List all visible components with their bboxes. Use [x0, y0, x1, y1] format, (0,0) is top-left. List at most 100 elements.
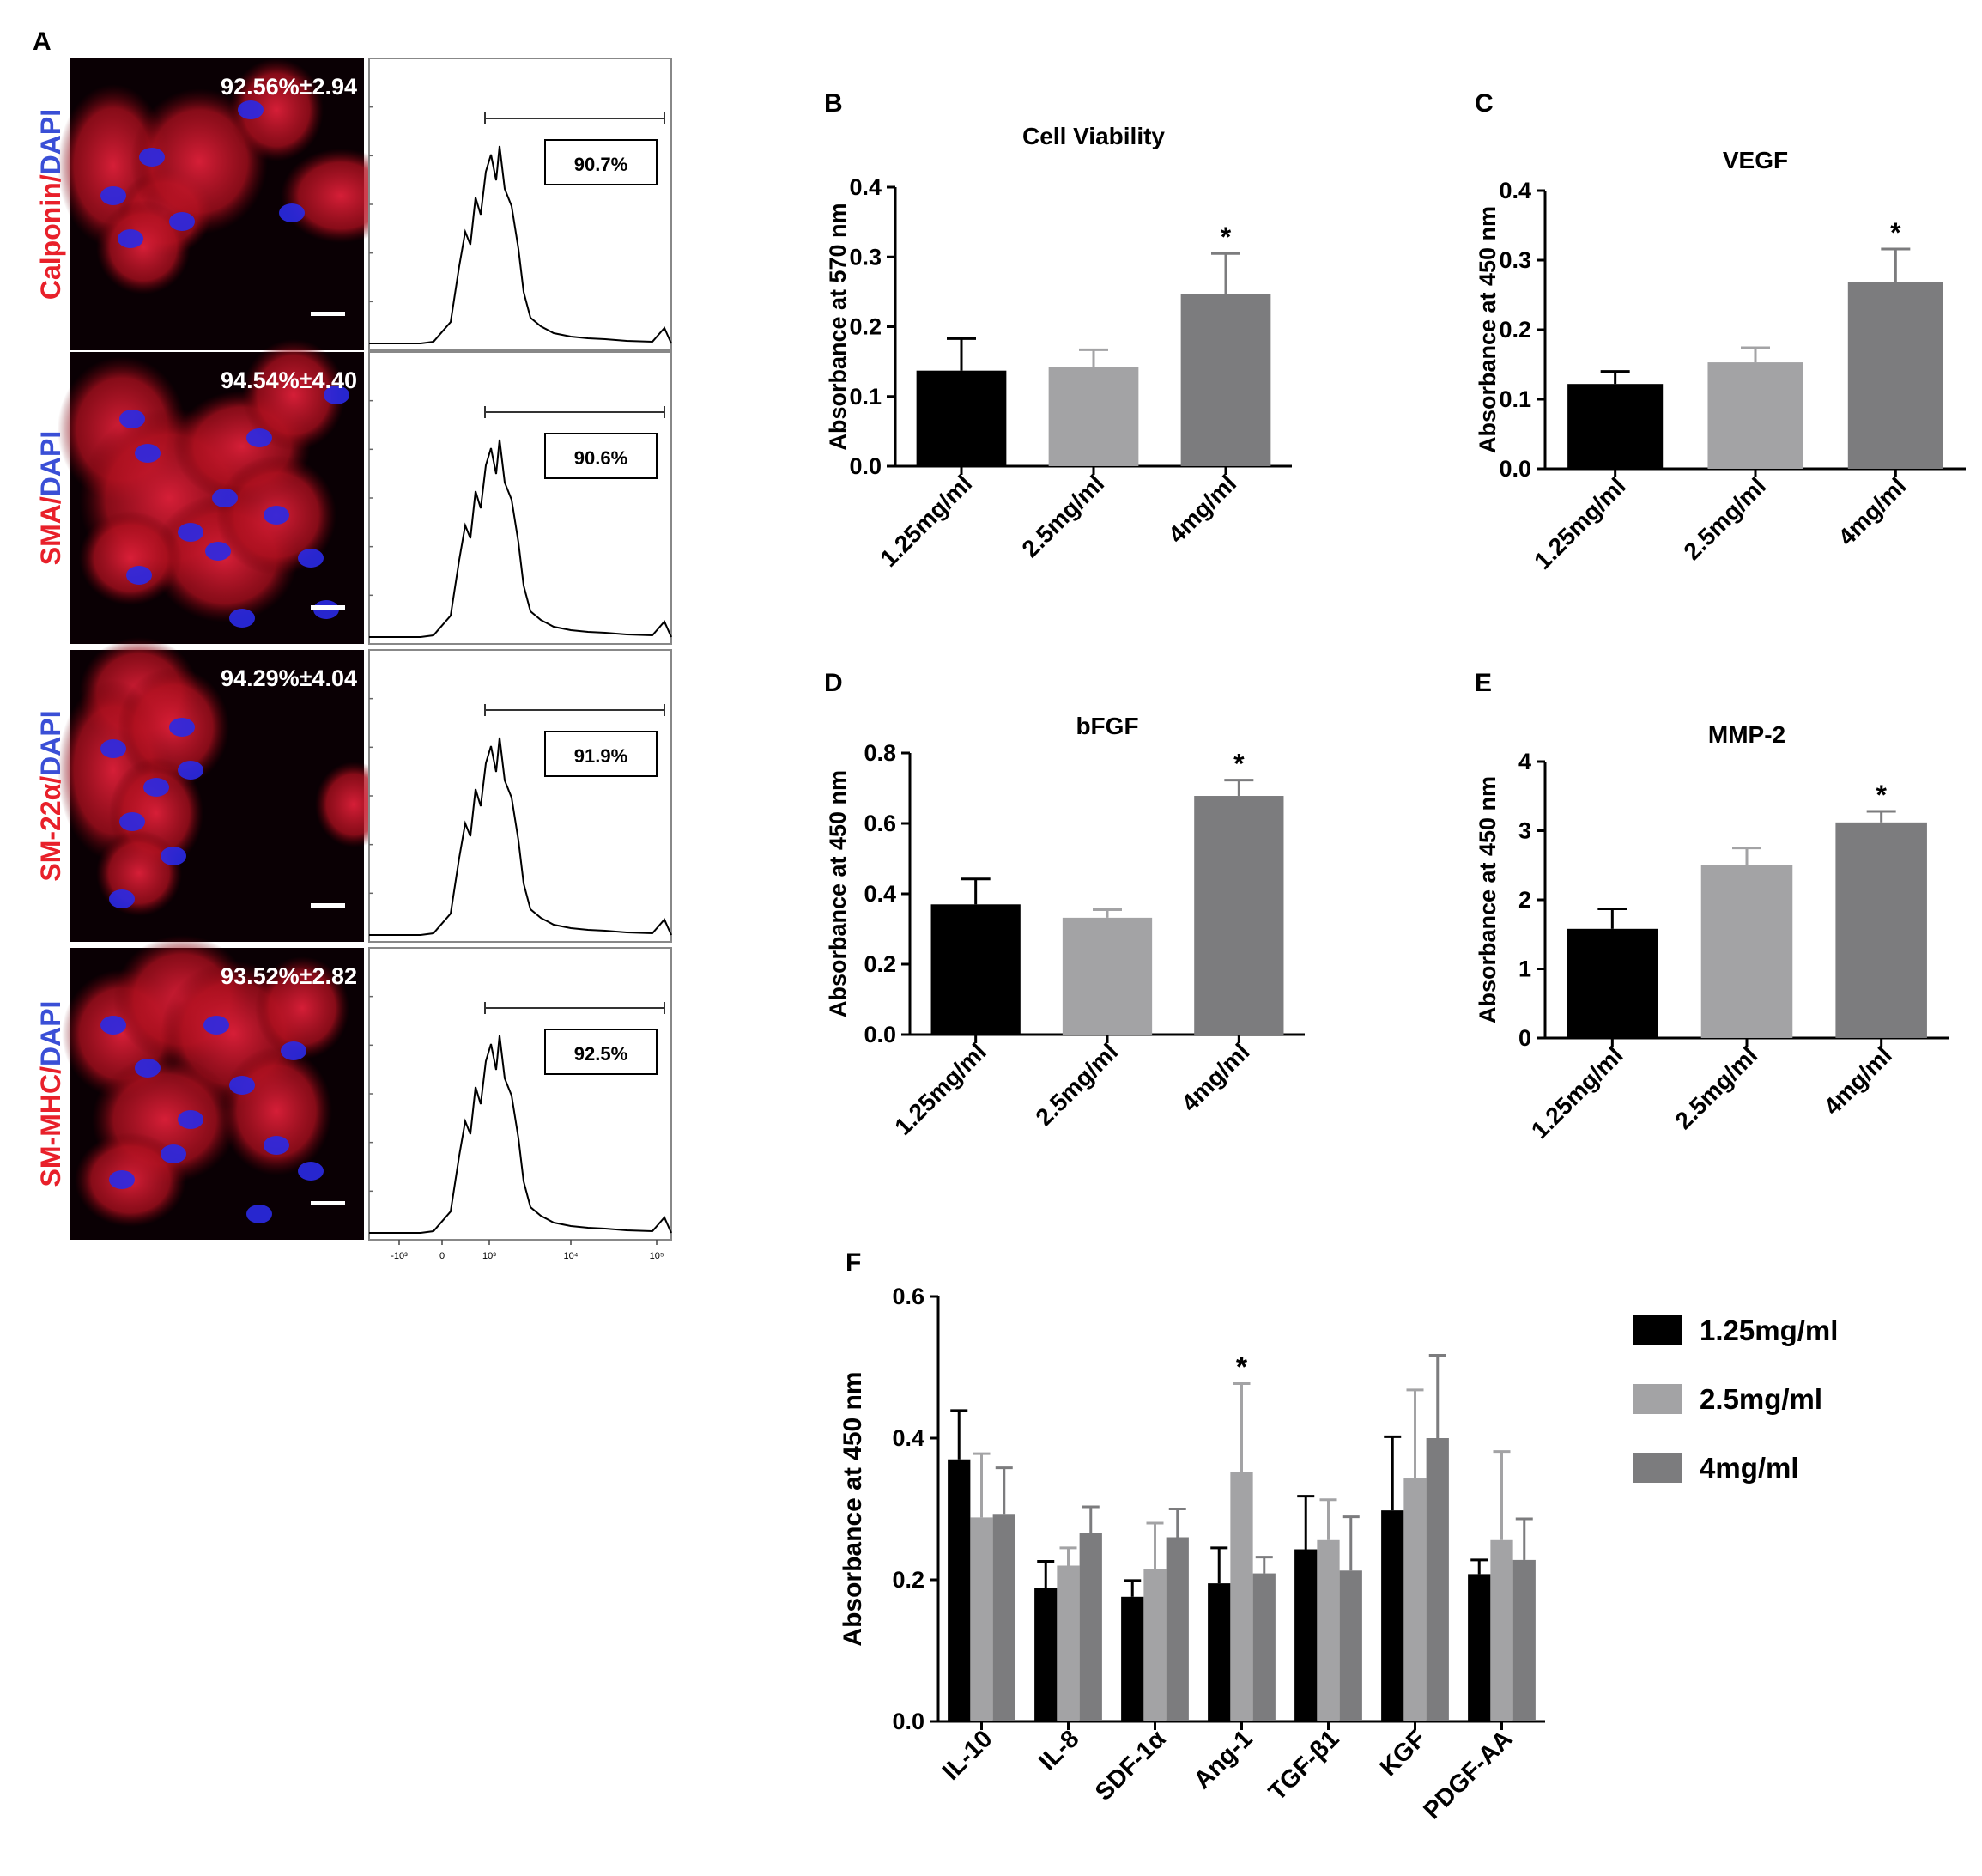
x-tick-label: SDF-1α: [1090, 1725, 1172, 1806]
nucleus: [169, 718, 195, 737]
x-tick-label: PDGF-AA: [1418, 1725, 1518, 1824]
gate-box: [544, 139, 658, 185]
bar: [1567, 928, 1658, 1038]
nucleus: [238, 100, 264, 119]
counterstain-name: DAPI: [35, 710, 66, 775]
y-tick-label: 0.4: [892, 1425, 924, 1451]
gate-box: [544, 1029, 658, 1075]
gate-percent: 91.9%: [574, 745, 627, 767]
flow-axis-tick-label: -10³: [391, 1251, 408, 1261]
nucleus: [109, 1170, 135, 1189]
nucleus: [135, 444, 161, 463]
bar: [1143, 1569, 1167, 1721]
nucleus: [324, 386, 349, 404]
cell-body: [79, 511, 182, 605]
y-tick-label: 0.4: [849, 174, 882, 200]
marker-name: SM-22α: [35, 783, 66, 881]
legend-swatch: [1633, 1384, 1682, 1414]
chart-b: 0.0 0.1 0.2 0.3 0.4 Absorbance at 570 nm Cell …: [825, 123, 1292, 572]
bar: [1426, 1438, 1449, 1721]
nucleus: [264, 506, 289, 525]
panel-letter-d: D: [824, 669, 843, 697]
gate-percent: 90.7%: [574, 154, 627, 175]
counterstain-name: DAPI: [35, 109, 66, 174]
nucleus: [229, 1076, 255, 1095]
marker-name: Calponin: [35, 182, 66, 300]
flow-frame: [368, 351, 672, 645]
nucleus: [119, 812, 145, 831]
nucleus: [203, 1016, 229, 1035]
marker-label: SMA/DAPI: [35, 431, 66, 565]
bar: [1057, 1565, 1080, 1721]
y-tick-label: 3: [1518, 818, 1531, 844]
bar: [1208, 1583, 1231, 1721]
y-tick-label: 0.1: [849, 384, 882, 410]
bar: [1194, 796, 1284, 1035]
bar: [1121, 1596, 1144, 1721]
flow-axis-tick-label: 0: [439, 1251, 445, 1261]
bar: [1062, 917, 1153, 1035]
flow-frame: [368, 947, 672, 1241]
y-axis-label: Absorbance at 570 nm: [825, 203, 851, 450]
legend-label: 1.25mg/ml: [1700, 1314, 1838, 1346]
panel-letter-a: A: [33, 27, 52, 56]
nucleus: [135, 1059, 161, 1078]
percent-label: 93.52%±2.82: [221, 963, 357, 989]
y-tick-label: 0.0: [849, 453, 882, 479]
marker-separator: /: [35, 174, 66, 182]
nucleus: [100, 1016, 126, 1035]
cell-body: [96, 830, 182, 916]
scale-bar: [311, 312, 345, 316]
histogram-curve: [369, 1035, 672, 1234]
bar: [1512, 1559, 1536, 1721]
bar: [1180, 294, 1271, 466]
y-tick-label: 1: [1518, 956, 1531, 982]
nucleus: [246, 428, 272, 447]
bar: [1700, 865, 1793, 1038]
counterstain-name: DAPI: [35, 431, 66, 496]
x-tick-label: 1.25mg/ml: [875, 470, 977, 572]
nucleus: [169, 212, 195, 231]
panel-letter-b: B: [824, 89, 843, 118]
bar: [992, 1514, 1015, 1721]
nucleus: [109, 889, 135, 908]
y-axis-label: Absorbance at 450 nm: [1475, 206, 1500, 453]
y-tick-label: 0.2: [864, 951, 896, 977]
x-tick-label: 4mg/ml: [1163, 470, 1241, 548]
y-tick-label: 0.2: [849, 314, 882, 340]
x-tick-label: 1.25mg/ml: [1529, 472, 1631, 574]
y-axis-label: Absorbance at 450 nm: [839, 1371, 867, 1646]
x-tick-label: TGF-β1: [1264, 1725, 1344, 1806]
percent-label: 94.29%±4.04: [221, 665, 357, 691]
bar: [1381, 1510, 1404, 1721]
gate-box: [544, 433, 658, 479]
chart-e: 0 1 2 3 4 Absorbance at 450 nm MMP-2 1.25mg/ml 2…: [1475, 721, 1949, 1144]
flow-axis-tick-label: 10⁴: [564, 1251, 579, 1261]
percent-label: 92.56%±2.94: [221, 74, 357, 100]
nucleus: [279, 203, 305, 222]
histogram-curve: [369, 439, 672, 638]
x-tick-label: KGF: [1375, 1725, 1432, 1782]
bar: [916, 370, 1007, 466]
nucleus: [205, 542, 231, 561]
nucleus: [246, 1205, 272, 1223]
x-tick-label: 4mg/ml: [1833, 472, 1911, 550]
bar: [1339, 1570, 1362, 1721]
y-tick-label: 0.4: [864, 881, 896, 907]
significance-mark: *: [1890, 217, 1901, 248]
gate-percent: 90.6%: [574, 447, 627, 469]
y-tick-label: 0.4: [1499, 178, 1531, 203]
flow-axis-tick-label: 10⁵: [650, 1251, 664, 1261]
marker-separator: /: [35, 496, 66, 504]
bar: [1403, 1478, 1427, 1721]
nucleus: [298, 1162, 324, 1181]
x-tick-label: 4mg/ml: [1176, 1038, 1254, 1116]
gate-box: [544, 731, 658, 777]
gate-percent: 92.5%: [574, 1043, 627, 1065]
nucleus: [118, 229, 143, 248]
panel-letter-e: E: [1475, 669, 1492, 697]
panel-letter-c: C: [1475, 89, 1494, 118]
chart-d: 0.0 0.2 0.4 0.6 0.8 Absorbance at 450 nm bFGF 1…: [825, 713, 1305, 1140]
chart-title: bFGF: [1076, 713, 1138, 739]
bar: [1847, 282, 1943, 469]
